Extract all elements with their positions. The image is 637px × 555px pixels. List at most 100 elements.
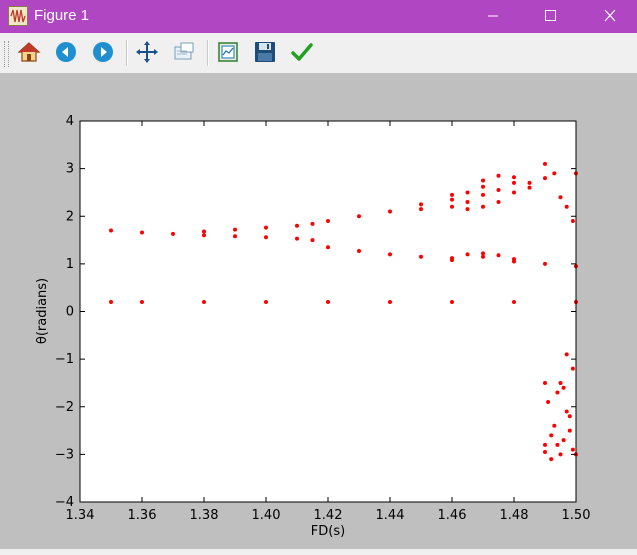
data-point <box>543 449 547 454</box>
toolbar-grip <box>4 41 9 67</box>
save-button[interactable] <box>250 37 280 67</box>
data-point <box>552 423 557 428</box>
zoom-button[interactable] <box>169 37 199 67</box>
data-point <box>552 171 557 176</box>
data-point <box>140 230 144 235</box>
y-tick-label: −3 <box>55 447 74 462</box>
data-point <box>465 252 470 257</box>
app-icon <box>8 6 28 26</box>
back-button[interactable] <box>51 37 81 67</box>
x-tick-label: 1.42 <box>314 508 343 523</box>
data-point <box>543 176 547 181</box>
data-point <box>388 299 392 304</box>
data-point <box>465 199 470 204</box>
data-point <box>388 252 392 257</box>
toolbar <box>0 33 637 73</box>
data-point <box>465 207 470 212</box>
data-point <box>419 254 423 259</box>
data-point <box>357 214 361 219</box>
y-axis: 4 3 2 1 0 −1 −2 −3 −4 <box>55 114 576 510</box>
data-point <box>512 180 516 185</box>
zoom-rect-icon <box>174 42 194 60</box>
data-point <box>264 299 268 304</box>
data-point <box>543 380 547 385</box>
data-point <box>570 447 575 452</box>
data-point <box>295 236 299 241</box>
maximize-button[interactable] <box>527 0 573 33</box>
minimize-button[interactable] <box>470 0 516 33</box>
y-tick-label: 2 <box>66 209 74 224</box>
data-point <box>202 229 206 234</box>
data-point <box>512 190 516 195</box>
data-point <box>570 366 575 371</box>
data-point <box>512 175 516 180</box>
data-point <box>388 209 392 214</box>
y-tick-label: −4 <box>55 495 74 510</box>
y-tick-label: 4 <box>66 114 74 129</box>
data-point <box>419 207 423 212</box>
title-bar: Figure 1 <box>0 0 637 33</box>
data-point <box>202 299 206 304</box>
data-point <box>326 245 330 250</box>
data-point <box>512 259 516 264</box>
plot-area <box>80 121 576 502</box>
data-point <box>233 234 237 239</box>
data-point <box>496 188 501 193</box>
data-point <box>465 190 470 195</box>
data-point <box>481 178 485 183</box>
data-point <box>543 161 547 166</box>
x-tick-label: 1.44 <box>376 508 405 523</box>
window-title: Figure 1 <box>34 7 90 24</box>
subplots-button[interactable] <box>213 37 243 67</box>
x-tick-label: 1.40 <box>252 508 281 523</box>
data-point <box>481 204 485 209</box>
data-point <box>357 249 361 254</box>
x-tick-label: 1.34 <box>66 508 95 523</box>
x-tick-label: 1.38 <box>190 508 219 523</box>
data-point <box>233 227 237 232</box>
data-point <box>481 184 485 189</box>
home-button[interactable] <box>14 37 44 67</box>
y-tick-label: 3 <box>66 162 74 177</box>
data-point <box>558 380 563 385</box>
y-tick-label: 0 <box>66 305 74 320</box>
data-point <box>564 409 569 414</box>
y-tick-label: −1 <box>55 352 74 367</box>
x-axis-label: FD(s) <box>311 524 345 539</box>
data-point <box>264 225 268 230</box>
home-icon <box>17 42 41 62</box>
minimize-icon <box>488 15 498 17</box>
data-point <box>202 233 206 238</box>
data-point <box>450 299 454 304</box>
x-tick-label: 1.50 <box>562 508 591 523</box>
data-point <box>295 223 299 228</box>
data-point <box>543 442 547 447</box>
data-point <box>109 228 113 233</box>
y-tick-label: 1 <box>66 257 74 272</box>
figure-canvas[interactable]: 1.34 1.36 1.38 1.40 1.42 1.44 1.46 1.48 1.50 4 3 2… <box>0 73 637 555</box>
data-point <box>326 299 330 304</box>
data-point <box>310 221 315 226</box>
y-tick-label: −2 <box>55 400 74 415</box>
data-point <box>512 299 516 304</box>
data-point <box>419 202 423 207</box>
data-point <box>450 197 454 202</box>
checkmark-icon <box>291 43 313 61</box>
data-point <box>496 199 501 204</box>
maximize-icon <box>545 10 556 21</box>
data-point <box>527 185 532 190</box>
data-point <box>527 180 532 185</box>
data-point <box>564 204 569 209</box>
close-button[interactable] <box>587 0 633 33</box>
arrow-right-icon <box>93 42 113 62</box>
pan-button[interactable] <box>132 37 162 67</box>
forward-button[interactable] <box>88 37 118 67</box>
data-point <box>570 219 575 224</box>
data-point <box>567 414 572 419</box>
status-strip <box>0 549 637 555</box>
toolbar-separator <box>126 40 128 66</box>
waveform-icon <box>10 9 26 23</box>
data-point <box>555 390 560 395</box>
edit-curves-button[interactable] <box>287 37 317 67</box>
data-point <box>567 428 572 433</box>
